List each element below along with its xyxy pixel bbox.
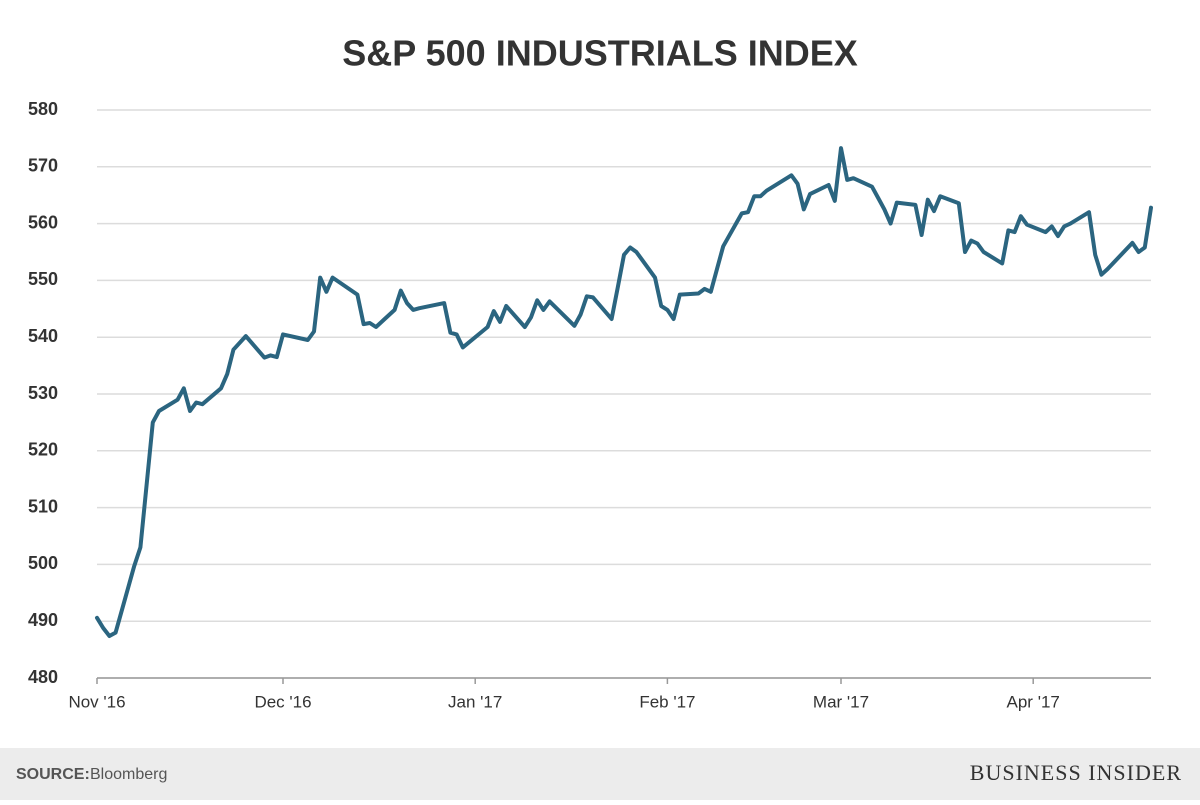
y-tick-label: 480 (28, 667, 58, 687)
y-tick-label: 520 (28, 440, 58, 460)
chart-title: S&P 500 INDUSTRIALS INDEX (342, 33, 857, 74)
y-tick-label: 510 (28, 496, 58, 516)
y-tick-label: 540 (28, 326, 58, 346)
x-tick-label: Jan '17 (448, 692, 502, 711)
y-tick-label: 570 (28, 156, 58, 176)
y-tick-label: 560 (28, 212, 58, 232)
x-tick-label: Mar '17 (813, 692, 869, 711)
source-label: SOURCE: (16, 766, 90, 783)
brand: BUSINESS INSIDER (970, 760, 1182, 785)
data-line (95, 146, 1153, 638)
x-tick-label: Apr '17 (1007, 692, 1060, 711)
y-tick-label: 490 (28, 610, 58, 630)
footer-band (0, 748, 1200, 800)
source: Bloomberg (90, 766, 167, 783)
y-tick-label: 550 (28, 269, 58, 289)
x-tick-label: Feb '17 (639, 692, 695, 711)
y-tick-label: 500 (28, 553, 58, 573)
y-tick-label: 530 (28, 383, 58, 403)
y-tick-label: 580 (28, 99, 58, 119)
x-tick-label: Dec '16 (254, 692, 311, 711)
x-tick-label: Nov '16 (68, 692, 125, 711)
